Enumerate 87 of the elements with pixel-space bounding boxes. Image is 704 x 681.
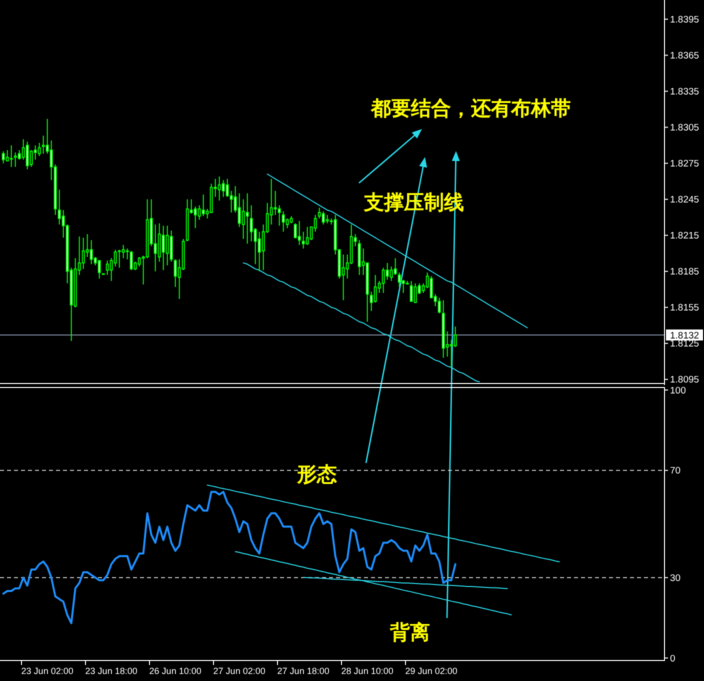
candlestick [454, 326, 457, 348]
candlestick [222, 180, 225, 198]
line-series [242, 262, 480, 382]
candlestick [238, 192, 241, 228]
y-tick-label: 100 [670, 385, 686, 396]
line-series [234, 551, 512, 616]
candlestick [166, 225, 169, 266]
candlestick [58, 189, 61, 226]
candlestick [98, 260, 101, 280]
candlestick [42, 135, 45, 154]
y-tick-label: 1.8305 [670, 122, 700, 134]
x-tick-label: 27 Jun 02:00 [213, 666, 266, 676]
candlestick [82, 237, 85, 270]
candlestick [386, 262, 389, 280]
candlestick [242, 198, 245, 240]
line-series [206, 484, 560, 562]
candlestick [226, 178, 229, 198]
candlestick [198, 204, 201, 220]
y-tick-label: 1.8275 [670, 158, 700, 170]
x-tick-label: 23 Jun 18:00 [85, 666, 138, 676]
candlestick [398, 272, 401, 288]
candlestick [194, 206, 197, 229]
candlestick [382, 267, 385, 294]
y-tick-label: 1.8365 [670, 50, 700, 62]
candlestick [202, 194, 205, 217]
candlestick [250, 204, 253, 242]
y-tick-label: 1.8185 [670, 266, 700, 278]
candlestick [14, 152, 17, 168]
candlestick [90, 240, 93, 265]
candlestick [246, 192, 249, 244]
candlestick [158, 222, 161, 262]
candlestick [358, 240, 361, 276]
y-tick-label: 1.8095 [670, 374, 700, 386]
candlestick [294, 222, 297, 238]
candlestick [322, 210, 325, 226]
candlestick [114, 249, 117, 268]
candlestick [302, 231, 305, 250]
candlestick [174, 258, 177, 288]
candlestick [138, 256, 141, 268]
y-tick-label: 1.8335 [670, 86, 700, 98]
annotation: 背离 [389, 620, 430, 644]
annotation: 都要结合，还有布林带 [370, 96, 571, 120]
y-tick-label: 0 [670, 653, 676, 664]
y-tick-label: 1.8395 [670, 14, 700, 26]
candlestick [410, 280, 413, 302]
annotation: 形态 [296, 462, 337, 486]
y-tick-label: 1.8125 [670, 338, 700, 350]
y-tick-label: 30 [670, 572, 681, 584]
candlestick [298, 220, 301, 246]
candlestick [394, 258, 397, 276]
candlestick [26, 141, 29, 170]
candlestick [118, 249, 121, 268]
y-tick-label: 1.8245 [670, 194, 700, 206]
x-tick-label: 23 Jun 02:00 [21, 666, 74, 676]
candlestick [374, 274, 377, 304]
candlestick [218, 176, 221, 202]
candlestick [162, 225, 165, 271]
candlestick [170, 230, 173, 262]
x-tick-label: 26 Jun 10:00 [149, 666, 202, 676]
candlestick [38, 142, 41, 157]
x-tick-label: 27 Jun 18:00 [277, 666, 330, 676]
y-tick-label: 70 [670, 466, 681, 477]
candlestick [414, 282, 417, 304]
candlestick [286, 218, 289, 229]
candlestick [18, 150, 21, 160]
line-series [302, 576, 508, 590]
candlestick [282, 210, 285, 232]
ref-line-label: 1.8132 [670, 330, 700, 342]
candlestick [122, 244, 125, 259]
candlestick [130, 250, 133, 271]
candlestick [306, 226, 309, 246]
candlestick [6, 150, 9, 162]
candlestick [278, 204, 281, 226]
candlestick [258, 231, 261, 272]
candlestick [2, 150, 5, 164]
candlestick [274, 190, 277, 216]
candlestick [10, 144, 13, 168]
candlestick [390, 266, 393, 282]
candlestick [106, 260, 109, 276]
candlestick [438, 297, 441, 314]
line-series [266, 174, 528, 328]
y-tick-label: 1.8155 [670, 302, 700, 314]
candlestick [318, 207, 321, 220]
y-tick-label: 1.8215 [670, 230, 700, 242]
candlestick [430, 276, 433, 298]
x-tick-label: 28 Jun 10:00 [341, 666, 394, 676]
x-tick-label: 29 Jun 02:00 [405, 666, 458, 676]
